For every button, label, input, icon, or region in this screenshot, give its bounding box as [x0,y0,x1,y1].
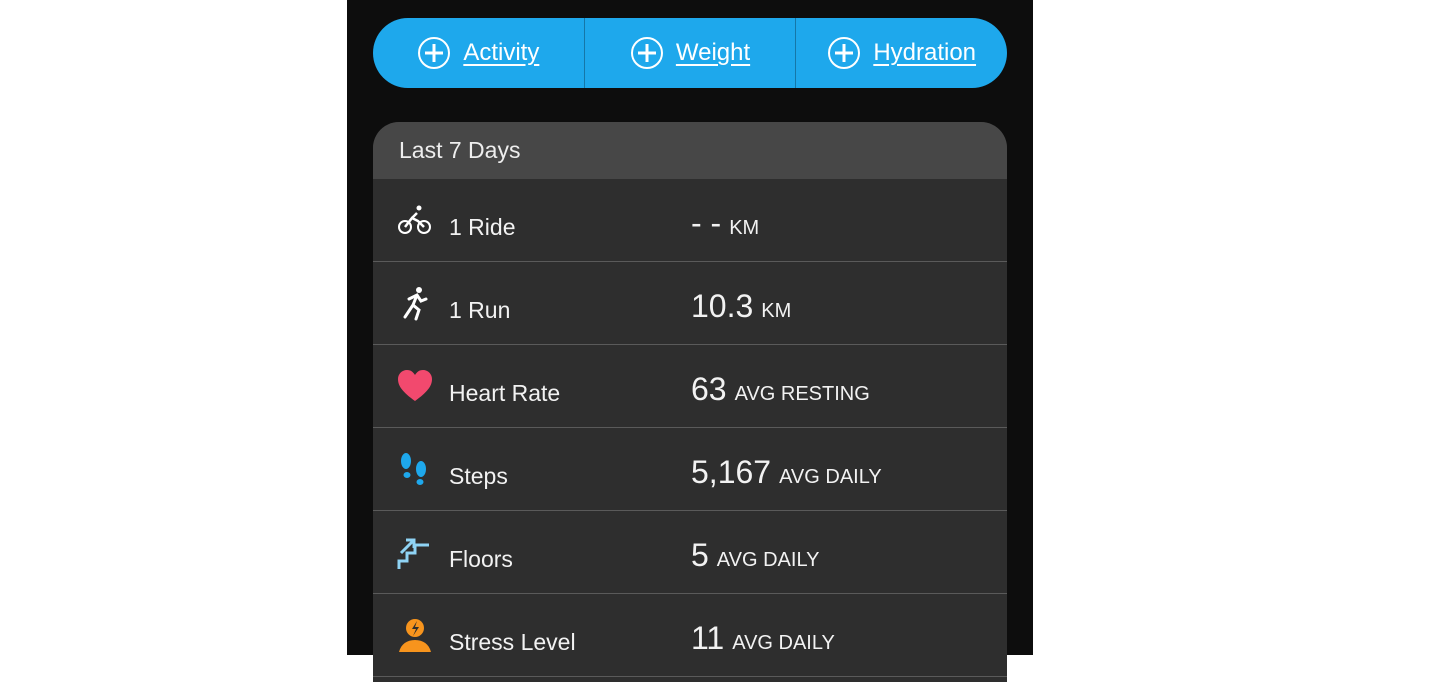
row-unit: AVG DAILY [779,466,882,488]
row-value: 5 [691,537,709,573]
add-activity-button[interactable]: Activity [373,18,585,88]
row-value: - - [691,205,722,241]
row-label: Steps [449,463,508,489]
summary-row-run[interactable]: 1 Run 10.3 KM [373,262,1007,345]
card-title: Last 7 Days [373,122,1007,179]
heart-icon [398,370,432,401]
row-label: Heart Rate [449,380,561,406]
add-hydration-label: Hydration [873,39,977,66]
row-unit: KM [729,217,760,239]
run-icon [403,287,428,321]
row-value: 10.3 [691,288,754,324]
row-value: 63 [691,371,727,407]
summary-row-stress[interactable]: Stress Level 11 AVG DAILY [373,594,1007,677]
row-label: Stress Level [449,629,576,655]
quick-add-bar: Activity Weight Hydration [373,18,1007,88]
plus-circle-icon [418,37,451,69]
last-7-days-card: Last 7 Days 1 Ride - - KM 1 Run 10.3 KM He… [373,122,1007,682]
row-label: Floors [449,546,513,572]
floors-icon [397,538,429,569]
row-label: 1 Ride [449,214,516,240]
row-unit: AVG DAILY [716,549,820,571]
summary-row-steps[interactable]: Steps 5,167 AVG DAILY [373,428,1007,511]
row-unit: AVG DAILY [732,632,835,654]
add-weight-button[interactable]: Weight [585,18,797,88]
summary-row-floors[interactable]: Floors 5 AVG DAILY [373,511,1007,594]
row-unit: AVG RESTING [734,383,870,405]
add-weight-label: Weight [675,39,751,66]
add-hydration-button[interactable]: Hydration [796,18,1007,88]
row-value: 5,167 [691,454,772,490]
add-activity-label: Activity [463,39,540,66]
summary-row-heart-rate[interactable]: Heart Rate 63 AVG RESTING [373,345,1007,428]
row-unit: KM [761,300,792,322]
plus-circle-icon [630,37,663,69]
steps-icon [401,453,426,485]
app-screen: Activity Weight Hydration Last 7 Days 1 … [347,0,1033,682]
stress-icon [399,619,431,652]
bike-icon [398,205,431,234]
summary-row-ride[interactable]: 1 Ride - - KM [373,179,1007,262]
plus-circle-icon [828,37,861,69]
row-value: 11 [691,620,725,656]
row-label: 1 Run [449,297,511,323]
